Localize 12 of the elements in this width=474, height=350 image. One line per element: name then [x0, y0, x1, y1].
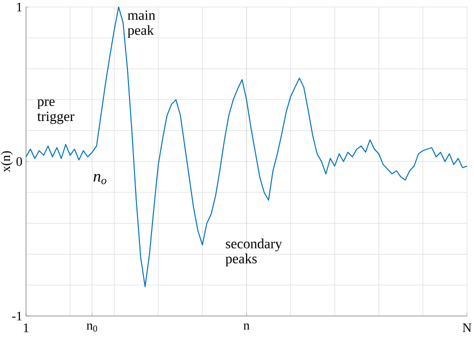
- x-tick-label: n$_{0}$: [86, 324, 98, 332]
- y-tick-label: 1: [17, 2, 22, 12]
- y-axis-title: x(n): [0, 151, 13, 172]
- annotation: main peak: [128, 10, 156, 38]
- annotation: pre trigger: [37, 99, 74, 124]
- x-tick-label: 1: [24, 324, 28, 332]
- annotation: n$_{o}$: [94, 174, 106, 184]
- x-tick-label: N: [462, 324, 472, 332]
- y-tick-label: -1: [12, 312, 22, 320]
- x-tick-label: n: [244, 324, 250, 330]
- annotation: secondary peaks: [226, 238, 282, 266]
- y-tick-label: 0: [16, 157, 22, 166]
